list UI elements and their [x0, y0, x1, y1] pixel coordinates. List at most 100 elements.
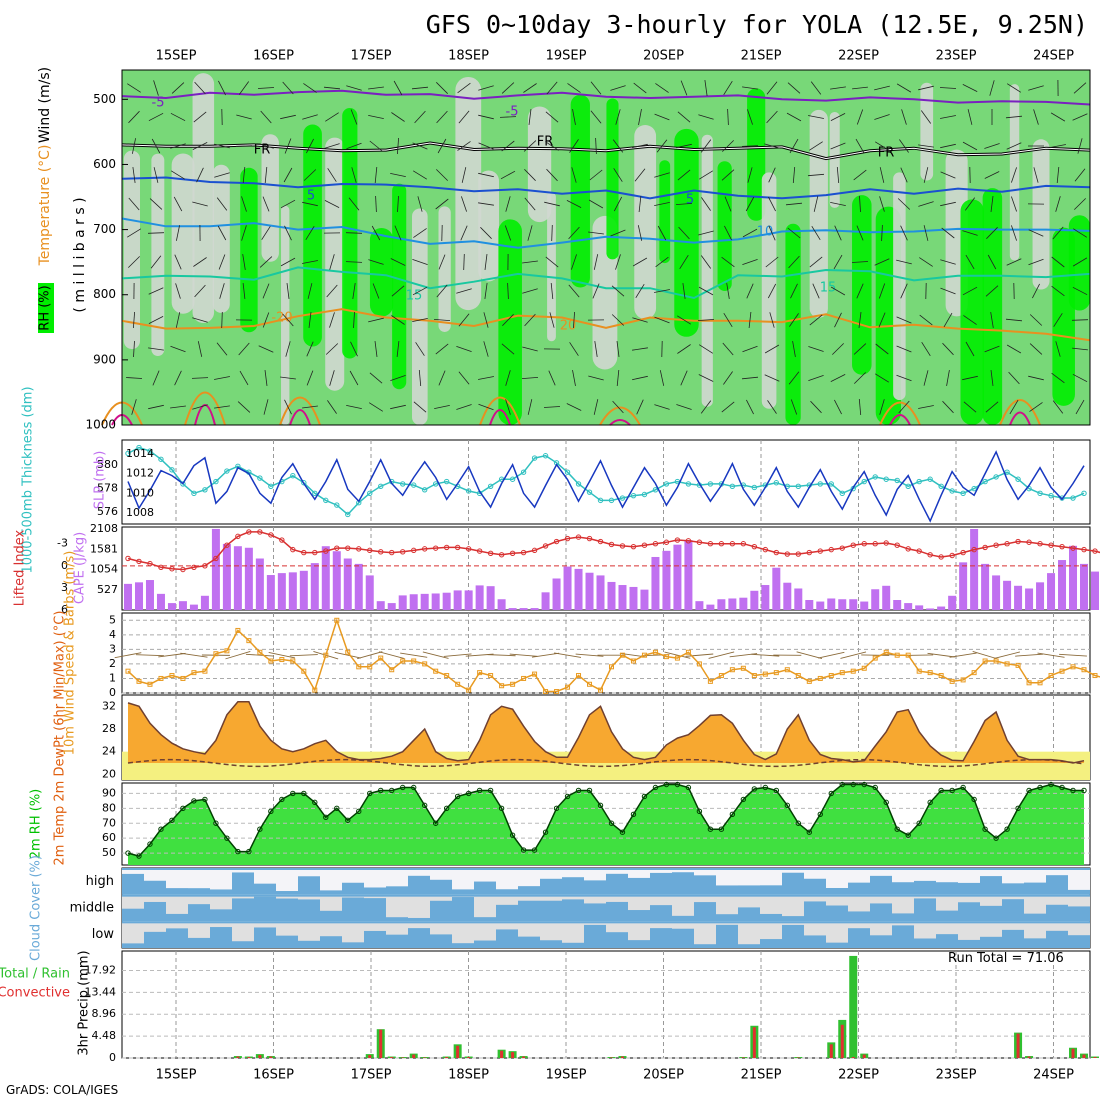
wind-speed-line-point: [1070, 664, 1076, 670]
cloud-clear-block: [936, 870, 958, 883]
wind-barb: [501, 343, 515, 355]
wind-barb: [216, 197, 228, 211]
wind-speed-line-point: [938, 673, 944, 679]
lifted-index-line-point: [619, 543, 626, 549]
cloud-clear-block: [496, 896, 518, 905]
wind-barb: [412, 318, 428, 322]
wind-barb: [940, 259, 956, 265]
surface-wind-barb: [268, 652, 296, 659]
rh-band: [920, 82, 934, 181]
wind-speed-line-point: [158, 675, 164, 681]
wind-barb: [433, 319, 451, 321]
cape-bar: [519, 608, 528, 610]
precip-convective-bar: [456, 1045, 460, 1058]
cloud-clear-block: [936, 896, 958, 911]
cape-bar: [750, 590, 759, 610]
wind-barb: [127, 83, 141, 93]
cloud-clear-block: [496, 923, 518, 930]
wind-speed-line-point: [817, 675, 823, 681]
date-label-bottom: 19SEP: [546, 1068, 587, 1083]
cape-bar: [124, 583, 132, 610]
rh2m-axis-label: 2m RH (%): [29, 789, 44, 860]
wind-tick-label: 2: [109, 657, 116, 670]
cape-bar: [409, 594, 418, 610]
wind-barb: [1009, 399, 1019, 415]
thickness-line-point: [323, 497, 329, 504]
cape-bar: [530, 608, 539, 610]
rh2m-line-point: [312, 799, 318, 806]
wind-barb: [1072, 347, 1088, 351]
lifted-index-line-point: [279, 537, 285, 543]
cloud-clear-block: [804, 870, 826, 879]
wind-speed-line-point: [433, 668, 439, 674]
rh2m-line-point: [1037, 784, 1043, 791]
wind-barb: [986, 227, 998, 239]
rh-band: [171, 153, 195, 314]
rh-legend-swatch: [38, 283, 54, 333]
wind-barb: [721, 401, 735, 413]
cloud-clear-block: [848, 870, 870, 883]
rh2m-line-point: [696, 808, 703, 815]
precip-total-label: Total / Rain: [0, 967, 70, 982]
thickness-line-point: [894, 477, 900, 484]
wind-barb: [923, 225, 929, 241]
cloud-clear-block: [298, 870, 320, 877]
wind-barb: [128, 197, 140, 211]
wind-barb: [676, 315, 692, 325]
thickness-line-point: [685, 481, 692, 487]
wind-barb: [680, 80, 688, 96]
lifted-index-line-point: [1070, 545, 1076, 551]
lifted-index-line-point: [389, 549, 395, 556]
wind-barb: [830, 142, 846, 150]
thickness-line-point: [213, 478, 219, 485]
wind-barb: [1074, 198, 1086, 210]
surface-wind-barb: [443, 653, 472, 657]
wind-barb: [1029, 343, 1043, 355]
wind-barb: [327, 400, 337, 414]
wind-barb: [856, 283, 864, 299]
wind-barb: [657, 225, 667, 241]
wind-barb: [242, 166, 246, 184]
wind-speed-line-point: [630, 658, 636, 664]
precip-axis-label: 3hr Precip (mm): [77, 950, 92, 1055]
wind-barb: [148, 287, 164, 295]
pressure-axis-label: ( m i l l i b a r s ): [72, 197, 88, 312]
cloud-clear-block: [826, 923, 848, 943]
wind-barb: [918, 144, 934, 148]
cape-bar: [442, 592, 451, 610]
wind-barb: [478, 172, 494, 178]
cloud-clear-block: [628, 896, 650, 911]
wind-barb: [963, 401, 977, 413]
rh2m-line-point: [718, 826, 725, 832]
rh2m-line-point: [641, 793, 648, 800]
rh-band: [151, 153, 165, 356]
lifted-index-line-point: [323, 548, 329, 554]
wind-barb: [1028, 229, 1044, 237]
cape-bar: [200, 595, 209, 610]
cloud-clear-block: [958, 896, 980, 903]
wind-barb: [170, 143, 186, 149]
wind-barb: [879, 167, 885, 183]
lifted-index-line-point: [938, 554, 944, 560]
thickness-line-point: [169, 467, 175, 473]
wind-barb: [985, 401, 999, 413]
cape-tick-label: 1581: [90, 542, 118, 555]
cape-bar: [310, 563, 319, 610]
wind-speed-line-point: [839, 670, 845, 676]
cloud-clear-block: [848, 896, 870, 912]
wind-barb: [573, 311, 575, 329]
temperature-axis-label: Temperature (°C): [37, 145, 53, 267]
lifted-index-line-point: [707, 541, 714, 547]
precip-convective-bar: [500, 1050, 504, 1058]
wind-barb: [923, 370, 929, 386]
lifted-index-line-point: [784, 551, 791, 557]
wind-barb: [742, 86, 758, 90]
wind-barb: [721, 169, 735, 181]
lifted-index-line-point: [509, 550, 516, 556]
wind-barb: [1028, 375, 1044, 381]
lifted-index-line-point: [432, 545, 439, 551]
rh2m-line-point: [575, 787, 582, 794]
wind-barb: [324, 143, 340, 149]
temperature-line: [127, 701, 1085, 764]
wind-barb: [374, 341, 378, 357]
